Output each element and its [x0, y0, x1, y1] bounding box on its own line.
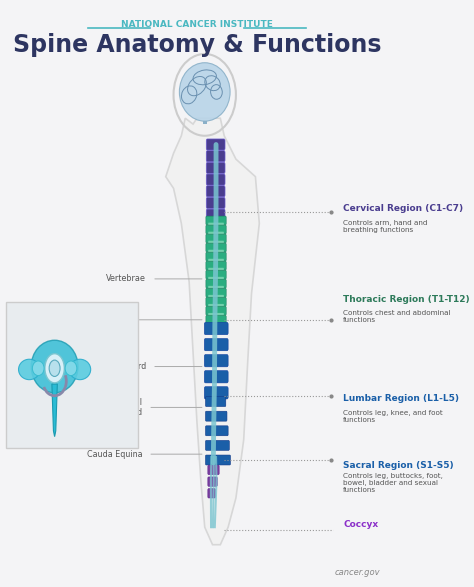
FancyBboxPatch shape: [208, 488, 215, 498]
FancyBboxPatch shape: [206, 216, 226, 225]
Text: Spinal Nerve: Spinal Nerve: [49, 343, 100, 349]
Circle shape: [49, 360, 60, 376]
Text: Coccyx: Coccyx: [343, 519, 378, 529]
FancyBboxPatch shape: [204, 370, 228, 383]
FancyBboxPatch shape: [208, 465, 219, 475]
FancyBboxPatch shape: [204, 322, 228, 335]
FancyBboxPatch shape: [208, 313, 224, 318]
FancyBboxPatch shape: [206, 397, 226, 407]
Text: cancer.gov: cancer.gov: [335, 568, 380, 577]
FancyBboxPatch shape: [206, 252, 226, 261]
FancyBboxPatch shape: [206, 455, 230, 465]
Text: Controls leg, buttocks, foot,
bowel, bladder and sexual
functions: Controls leg, buttocks, foot, bowel, bla…: [343, 473, 443, 493]
Text: AXIAL VIEW: AXIAL VIEW: [12, 434, 52, 440]
Text: Controls chest and abdominal
functions: Controls chest and abdominal functions: [343, 311, 451, 323]
FancyBboxPatch shape: [204, 339, 228, 351]
Polygon shape: [166, 118, 259, 545]
Text: Spinal Cord: Spinal Cord: [100, 362, 146, 371]
Ellipse shape: [18, 359, 40, 380]
FancyBboxPatch shape: [204, 387, 228, 399]
FancyBboxPatch shape: [206, 315, 226, 324]
Ellipse shape: [65, 361, 77, 376]
Polygon shape: [52, 384, 57, 437]
FancyBboxPatch shape: [208, 277, 224, 282]
Polygon shape: [203, 121, 207, 124]
Text: Spinous Process: Spinous Process: [16, 434, 81, 440]
FancyBboxPatch shape: [6, 302, 138, 448]
FancyBboxPatch shape: [206, 225, 226, 234]
FancyBboxPatch shape: [208, 268, 224, 272]
Text: Controls arm, hand and
breathing functions: Controls arm, hand and breathing functio…: [343, 220, 428, 233]
FancyBboxPatch shape: [208, 304, 224, 309]
Text: Vertebrae: Vertebrae: [106, 274, 146, 284]
Text: Controls leg, knee, and foot
functions: Controls leg, knee, and foot functions: [343, 410, 443, 423]
FancyBboxPatch shape: [206, 261, 226, 270]
Text: Vertebral Body: Vertebral Body: [19, 329, 79, 335]
FancyBboxPatch shape: [208, 286, 224, 291]
Text: Cerebrospinal
Fluid: Cerebrospinal Fluid: [27, 380, 82, 393]
Ellipse shape: [69, 359, 91, 380]
Text: Thoracic Region (T1-T12): Thoracic Region (T1-T12): [343, 295, 470, 304]
Text: Lumbar Region (L1-L5): Lumbar Region (L1-L5): [343, 394, 459, 403]
FancyBboxPatch shape: [206, 243, 226, 252]
FancyBboxPatch shape: [208, 249, 224, 254]
FancyBboxPatch shape: [208, 222, 224, 227]
Text: Spinal Cord: Spinal Cord: [39, 410, 85, 416]
FancyBboxPatch shape: [208, 232, 224, 237]
Text: Intervertebral Disc: Intervertebral Disc: [55, 315, 131, 324]
FancyBboxPatch shape: [206, 440, 229, 450]
FancyBboxPatch shape: [208, 241, 224, 245]
Text: Cervical Region (C1-C7): Cervical Region (C1-C7): [343, 204, 463, 213]
Ellipse shape: [32, 361, 44, 376]
Ellipse shape: [31, 340, 78, 393]
FancyBboxPatch shape: [206, 298, 226, 306]
FancyBboxPatch shape: [206, 288, 226, 297]
FancyBboxPatch shape: [206, 197, 225, 208]
Circle shape: [45, 354, 64, 383]
FancyBboxPatch shape: [206, 209, 225, 220]
FancyBboxPatch shape: [208, 295, 224, 299]
FancyBboxPatch shape: [206, 151, 225, 162]
Text: Sacral Region (S1-S5): Sacral Region (S1-S5): [343, 461, 454, 470]
Text: Cauda Equina: Cauda Equina: [87, 450, 142, 458]
FancyBboxPatch shape: [208, 477, 217, 486]
FancyBboxPatch shape: [206, 185, 225, 197]
FancyBboxPatch shape: [206, 139, 225, 150]
FancyBboxPatch shape: [206, 306, 226, 315]
Text: Cerebrospinal
Fluid: Cerebrospinal Fluid: [86, 398, 142, 417]
FancyBboxPatch shape: [206, 234, 226, 243]
FancyBboxPatch shape: [208, 259, 224, 264]
FancyBboxPatch shape: [204, 355, 228, 367]
Ellipse shape: [179, 63, 230, 121]
Text: Spine Anatomy & Functions: Spine Anatomy & Functions: [13, 33, 381, 57]
FancyBboxPatch shape: [206, 279, 226, 288]
Text: NATIONAL CANCER INSTITUTE: NATIONAL CANCER INSTITUTE: [121, 21, 273, 29]
FancyBboxPatch shape: [206, 426, 228, 436]
FancyBboxPatch shape: [206, 174, 225, 185]
FancyBboxPatch shape: [206, 163, 225, 173]
FancyBboxPatch shape: [206, 270, 226, 279]
FancyBboxPatch shape: [206, 411, 227, 421]
